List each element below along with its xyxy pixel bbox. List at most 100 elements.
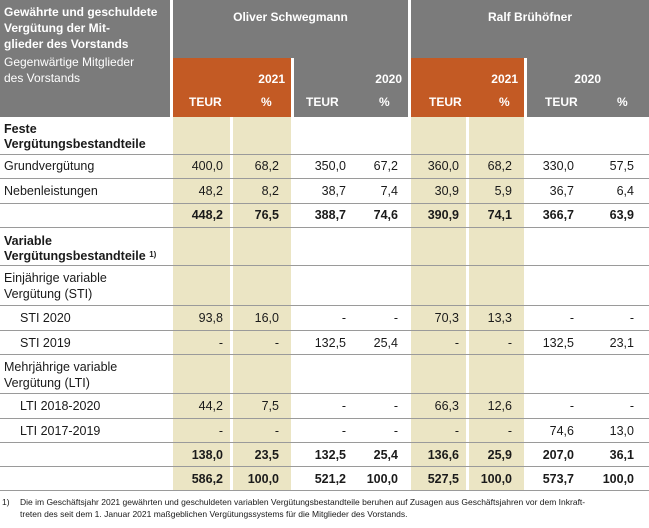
value-cell: 6,4 — [616, 184, 634, 198]
value-cell: 388,7 — [314, 208, 346, 222]
unit-percent: % — [499, 95, 510, 109]
value-cell: 67,2 — [373, 159, 398, 173]
value-cell: - — [218, 424, 223, 438]
row-divider — [0, 418, 649, 419]
row-label-variable-2: Vergütungsbestandteile 1) — [4, 248, 156, 264]
value-cell: 390,9 — [427, 208, 459, 222]
row-label-sti-1: Einjährige variable — [4, 271, 107, 285]
highlight-col — [411, 117, 466, 490]
value-cell: 48,2 — [198, 184, 223, 198]
value-cell: - — [218, 336, 223, 350]
table-header-label: Gewährte und geschuldete Vergütung der M… — [0, 0, 170, 117]
value-cell: 7,5 — [261, 399, 279, 413]
value-cell: - — [569, 399, 574, 413]
table-subtitle-line-1: Gegenwärtige Mitglieder — [4, 55, 135, 69]
value-cell: 74,1 — [487, 208, 512, 222]
value-cell: 57,5 — [609, 159, 634, 173]
value-cell: 25,4 — [373, 336, 398, 350]
value-cell: 36,1 — [609, 448, 634, 462]
highlight-col — [233, 117, 291, 490]
value-cell: 586,2 — [191, 472, 223, 486]
row-label-sti-2: Vergütung (STI) — [4, 287, 93, 301]
value-cell: 70,3 — [434, 311, 459, 325]
value-cell: - — [393, 399, 398, 413]
row-divider — [0, 490, 649, 491]
row-divider — [0, 227, 649, 228]
value-cell: 100,0 — [480, 472, 512, 486]
value-cell: 16,0 — [254, 311, 279, 325]
person-header-schwegmann: Oliver Schwegmann — [173, 0, 408, 58]
person-header-bruehoefner: Ralf Brühöfner — [411, 0, 649, 58]
row-divider — [0, 154, 649, 155]
value-cell: - — [274, 424, 279, 438]
value-cell: 136,6 — [427, 448, 459, 462]
row-label-variable-1: Variable — [4, 234, 52, 248]
value-cell: 74,6 — [373, 208, 398, 222]
value-cell: - — [629, 399, 634, 413]
value-cell: - — [569, 311, 574, 325]
value-cell: - — [507, 336, 512, 350]
row-divider — [0, 393, 649, 394]
unit-teur: TEUR — [306, 95, 339, 109]
row-divider — [0, 305, 649, 306]
value-cell: 13,3 — [487, 311, 512, 325]
row-label-sti-2019: STI 2019 — [20, 336, 71, 350]
value-cell: 207,0 — [542, 448, 574, 462]
value-cell: 23,5 — [254, 448, 279, 462]
value-cell: 36,7 — [549, 184, 574, 198]
value-cell: 100,0 — [366, 472, 398, 486]
value-cell: 25,4 — [373, 448, 398, 462]
row-label-grundverguetung: Grundvergütung — [4, 159, 95, 173]
year-header-schwegmann-2020: 2020 TEUR % — [294, 58, 408, 117]
value-cell: 573,7 — [542, 472, 574, 486]
footnote-text: Die im Geschäftsjahr 2021 gewährten und … — [20, 496, 640, 520]
row-label-feste-1: Feste — [4, 122, 37, 136]
row-label-lti-2017-2019: LTI 2017-2019 — [20, 424, 101, 438]
value-cell: 360,0 — [427, 159, 459, 173]
value-cell: 7,4 — [380, 184, 398, 198]
table-subtitle-line-2: des Vorstands — [4, 71, 81, 85]
row-divider — [0, 330, 649, 331]
value-cell: 132,5 — [314, 448, 346, 462]
value-cell: - — [454, 336, 459, 350]
value-cell: 44,2 — [198, 399, 223, 413]
value-cell: 25,9 — [487, 448, 512, 462]
footnote-number: 1) — [2, 497, 10, 507]
unit-percent: % — [261, 95, 272, 109]
value-cell: - — [393, 424, 398, 438]
row-label-lti-2: Vergütung (LTI) — [4, 376, 90, 390]
year-header-bruehoefner-2020: 2020 TEUR % — [527, 58, 649, 117]
value-cell: 400,0 — [191, 159, 223, 173]
footnote-line-1: Die im Geschäftsjahr 2021 gewährten und … — [20, 497, 586, 507]
value-cell: 521,2 — [314, 472, 346, 486]
value-cell: 330,0 — [542, 159, 574, 173]
row-label-nebenleistungen: Nebenleistungen — [4, 184, 98, 198]
year-header-bruehoefner-2021: 2021 TEUR % — [411, 58, 524, 117]
value-cell: - — [393, 311, 398, 325]
value-cell: 30,9 — [434, 184, 459, 198]
year-label: 2020 — [574, 72, 601, 86]
value-cell: 74,6 — [549, 424, 574, 438]
row-label-lti-1: Mehrjährige variable — [4, 360, 118, 374]
value-cell: - — [454, 424, 459, 438]
value-cell: - — [341, 424, 346, 438]
unit-teur: TEUR — [545, 95, 578, 109]
row-divider — [0, 178, 649, 179]
unit-percent: % — [617, 95, 628, 109]
row-divider — [0, 466, 649, 467]
row-label-variable-2-text: Vergütungsbestandteile — [4, 249, 146, 263]
row-divider — [0, 442, 649, 443]
value-cell: 527,5 — [427, 472, 459, 486]
value-cell: 132,5 — [314, 336, 346, 350]
value-cell: 138,0 — [191, 448, 223, 462]
value-cell: 66,3 — [434, 399, 459, 413]
value-cell: 68,2 — [487, 159, 512, 173]
row-label-sti-2020: STI 2020 — [20, 311, 71, 325]
row-label-lti-2018-2020: LTI 2018-2020 — [20, 399, 101, 413]
footnote-mark: 1) — [149, 250, 157, 259]
value-cell: 13,0 — [609, 424, 634, 438]
year-label: 2021 — [258, 72, 285, 86]
highlight-col — [469, 117, 524, 490]
table-title-line-1: Gewährte und geschuldete — [4, 5, 158, 19]
footnote-line-2: treten des seit dem 1. Januar 2021 maßge… — [20, 509, 408, 519]
